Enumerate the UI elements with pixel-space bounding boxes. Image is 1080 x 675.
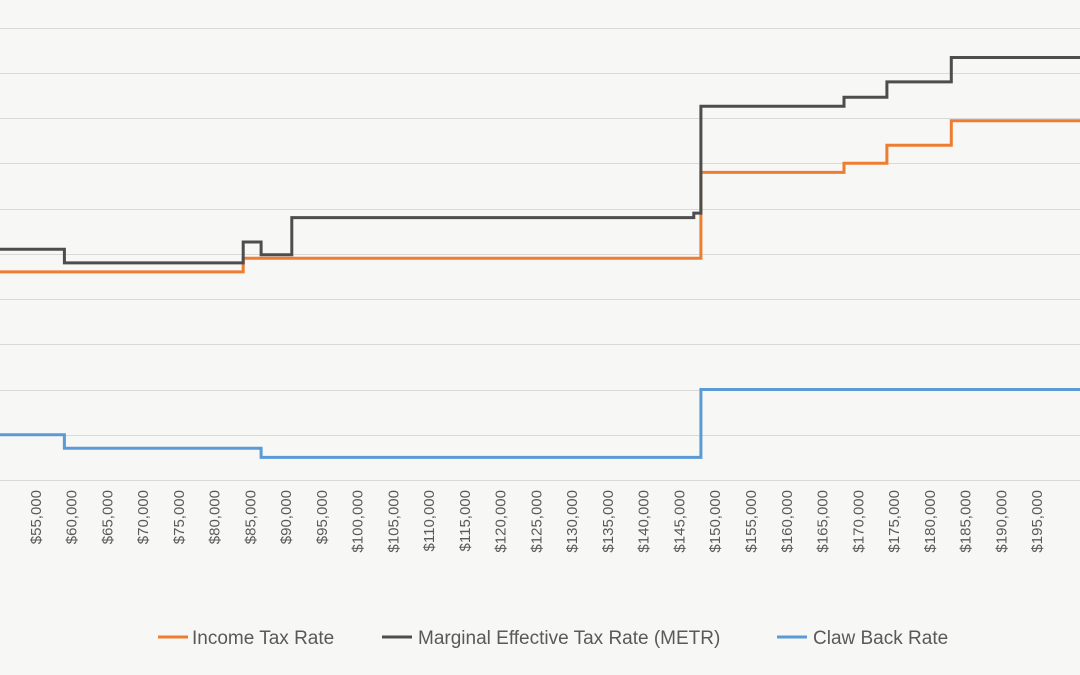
x-tick-label: $95,000 <box>314 490 331 544</box>
x-tick-label: $135,000 <box>600 490 617 553</box>
x-tick-label: $170,000 <box>850 490 867 553</box>
x-tick-label: $75,000 <box>171 490 188 544</box>
series-lines <box>0 56 1080 459</box>
series-line-3 <box>0 388 1080 459</box>
series-line-1 <box>0 119 1080 274</box>
legend-label-3: Claw Back Rate <box>813 628 948 649</box>
x-tick-label: $160,000 <box>779 490 796 553</box>
x-tick-label: $140,000 <box>636 490 653 553</box>
legend: Income Tax Rate Marginal Effective Tax Ra… <box>158 628 948 649</box>
x-tick-label: $165,000 <box>815 490 832 553</box>
x-tick-label: $60,000 <box>64 490 81 544</box>
x-tick-label: $110,000 <box>421 490 438 551</box>
x-tick-label: $70,000 <box>135 490 152 544</box>
x-tick-label: $90,000 <box>278 490 295 544</box>
x-tick-label: $190,000 <box>993 490 1010 553</box>
x-tick-label: $180,000 <box>922 490 939 553</box>
x-tick-label: $155,000 <box>743 490 760 553</box>
x-tick-label: $120,000 <box>493 490 510 553</box>
series-line-2 <box>0 56 1080 265</box>
legend-label-2: Marginal Effective Tax Rate (METR) <box>418 628 720 649</box>
x-tick-label: $175,000 <box>886 490 903 553</box>
x-tick-label: $80,000 <box>207 490 224 544</box>
x-tick-label: $85,000 <box>242 490 259 544</box>
x-tick-label: $150,000 <box>707 490 724 553</box>
x-tick-label: $145,000 <box>671 490 688 553</box>
x-axis-tick-labels: $55,000 $60,000 $65,000 $70,000 $75,000 $80,0… <box>28 490 1046 553</box>
x-tick-label: $130,000 <box>564 490 581 553</box>
x-tick-label: $115,000 <box>457 490 474 551</box>
legend-label-1: Income Tax Rate <box>192 628 334 649</box>
x-tick-label: $195,000 <box>1029 490 1046 553</box>
x-tick-label: $100,000 <box>350 490 367 553</box>
x-tick-label: $125,000 <box>528 490 545 553</box>
x-tick-label: $105,000 <box>385 490 402 553</box>
x-tick-label: $65,000 <box>99 490 116 544</box>
x-tick-label: $185,000 <box>958 490 975 553</box>
x-tick-label: $55,000 <box>28 490 45 544</box>
gridlines <box>0 28 1080 481</box>
